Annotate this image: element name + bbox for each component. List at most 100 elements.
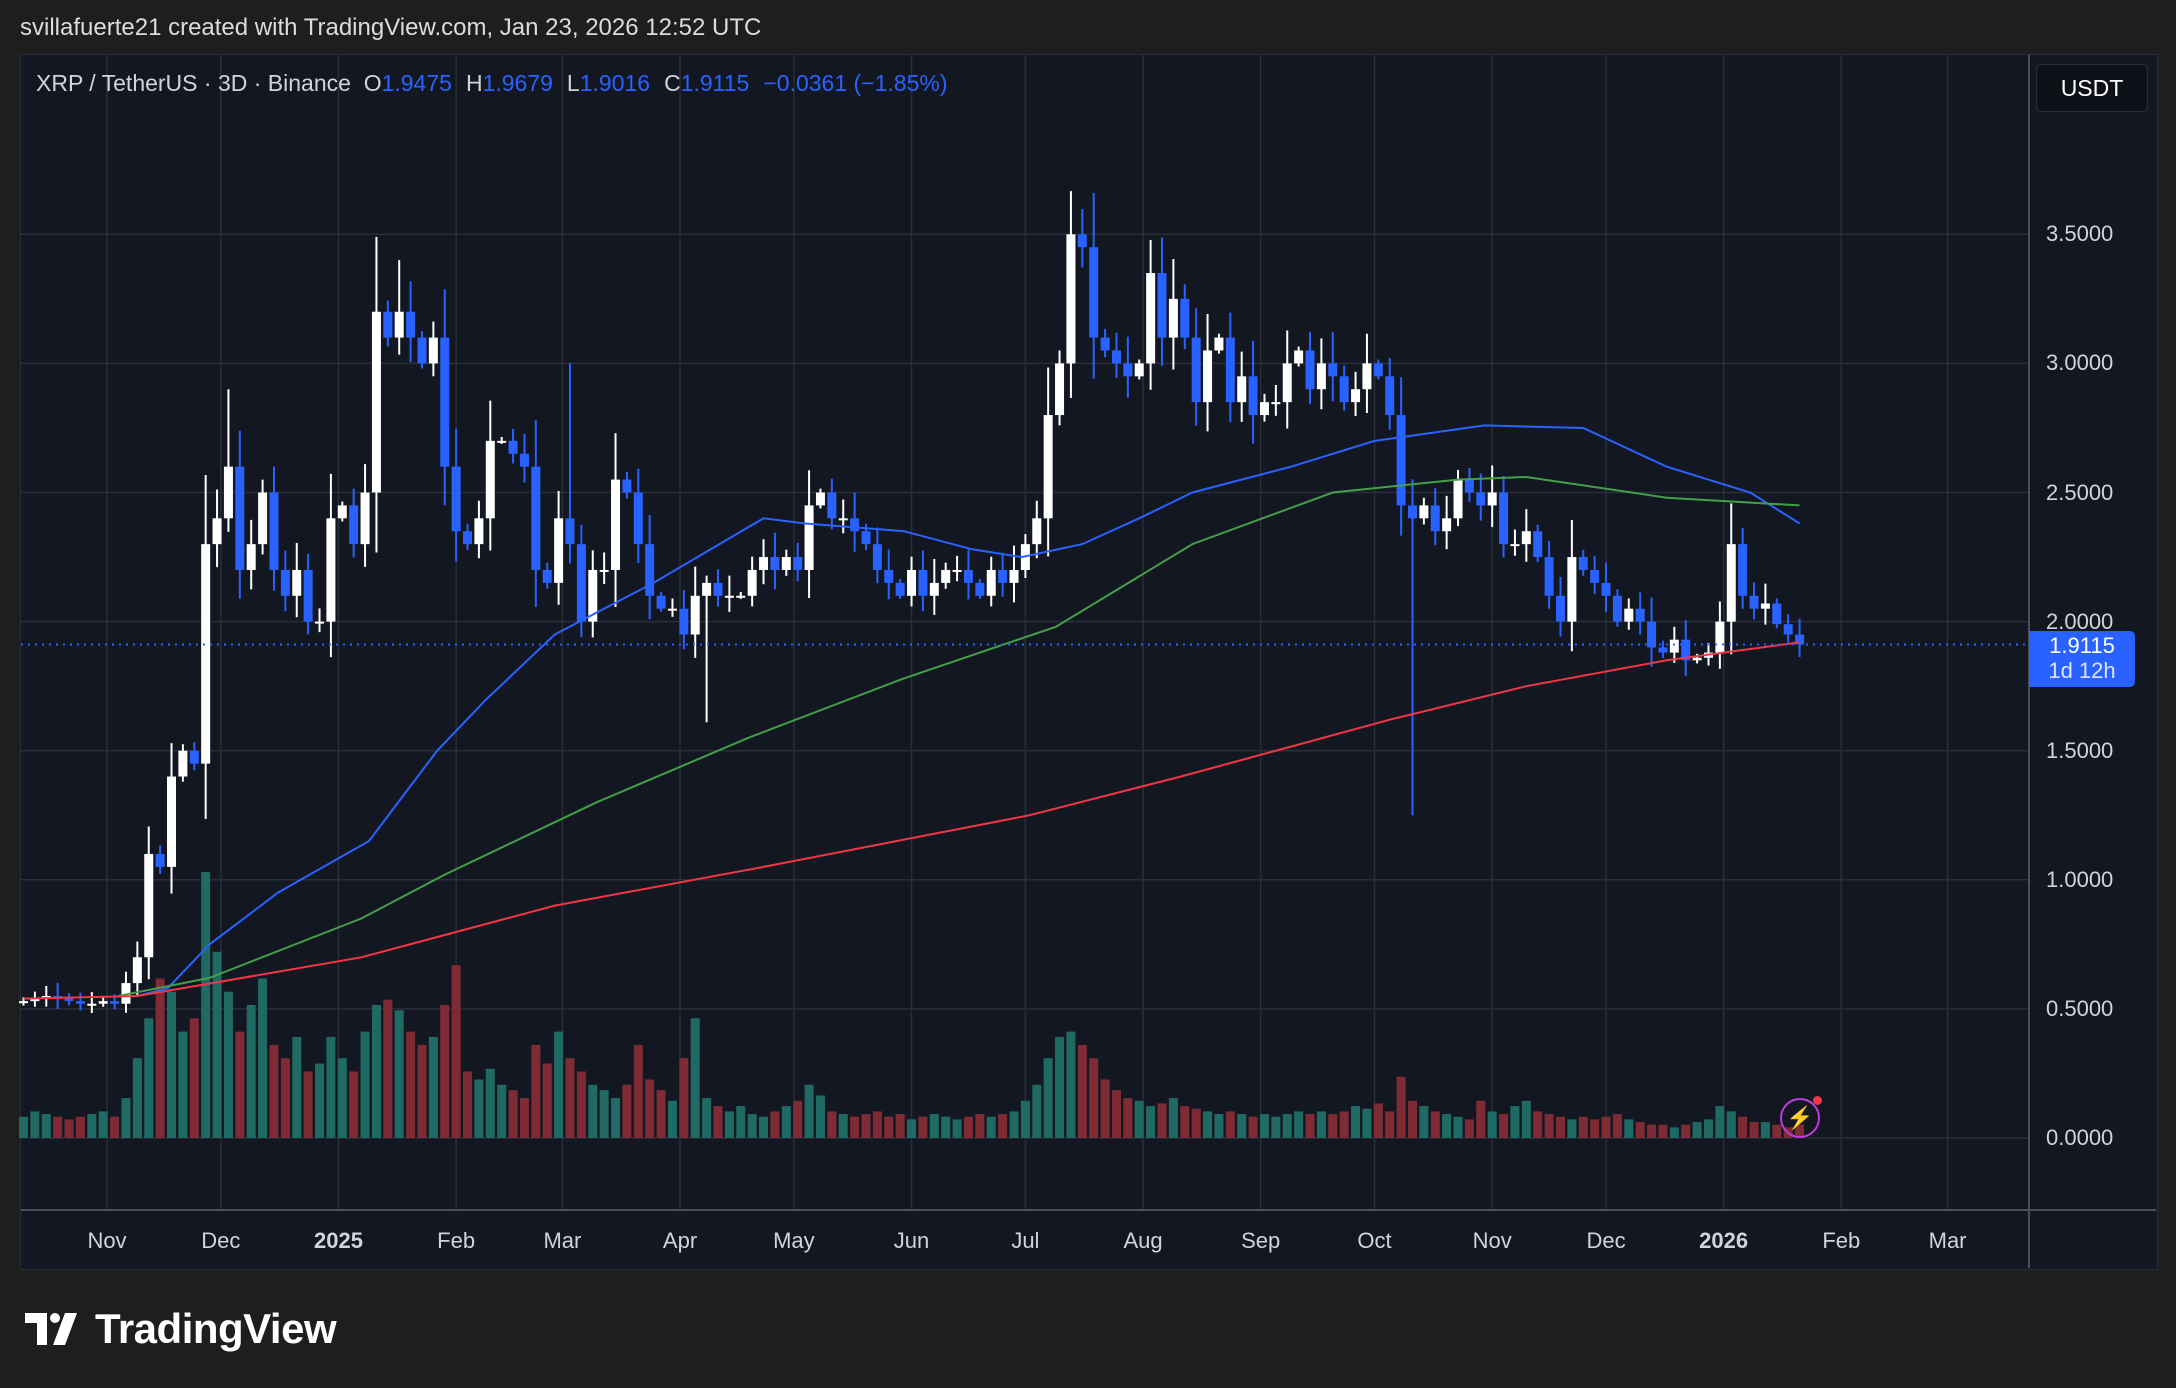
volume-bar	[929, 1114, 939, 1138]
candle-body	[132, 957, 142, 984]
volume-bar	[428, 1036, 438, 1138]
candle-body	[1396, 415, 1406, 506]
candle-body	[1077, 234, 1087, 248]
candle-body	[1555, 595, 1565, 622]
volume-bar	[1669, 1127, 1679, 1138]
volume-bar	[497, 1084, 507, 1138]
candle-body	[497, 440, 507, 443]
candle-body	[451, 466, 461, 532]
volume-bar	[770, 1111, 780, 1138]
candle-body	[280, 569, 290, 596]
volume-bar	[941, 1116, 951, 1138]
candle-body	[417, 337, 427, 364]
volume-bar	[1123, 1098, 1133, 1138]
last-price-label: 1.9115 1d 12h	[2029, 631, 2135, 687]
volume-bar	[178, 1031, 188, 1138]
time-axis-label: Dec	[1586, 1228, 1626, 1253]
close-value: 1.9115	[680, 70, 750, 96]
close-label: C	[664, 70, 681, 96]
candle-body	[611, 479, 621, 570]
candle-body	[1043, 415, 1053, 519]
candle-body	[1510, 544, 1520, 547]
candle-body	[861, 531, 871, 545]
volume-bar	[144, 1018, 154, 1138]
volume-bar	[30, 1111, 40, 1138]
candle-body	[258, 492, 268, 545]
time-axis-label: Nov	[87, 1228, 127, 1253]
time-axis-label: Sep	[1241, 1228, 1281, 1253]
volume-bar	[235, 1031, 245, 1138]
candle-body	[1134, 363, 1144, 377]
volume-bar	[1203, 1111, 1213, 1138]
price-axis-label: 0.5000	[2046, 995, 2114, 1021]
volume-bar	[1396, 1076, 1406, 1138]
volume-bar	[1225, 1111, 1235, 1138]
volume-bar	[75, 1116, 85, 1138]
tradingview-logo-icon	[25, 1313, 77, 1345]
candle-body	[212, 518, 222, 545]
candle-body	[474, 518, 484, 545]
volume-bar	[451, 965, 461, 1138]
volume-bar	[1658, 1124, 1668, 1138]
candle-body	[907, 569, 917, 596]
volume-bar	[975, 1114, 985, 1138]
volume-bar	[1328, 1114, 1338, 1138]
candle-body	[1612, 595, 1622, 622]
time-axis-label: Dec	[201, 1228, 241, 1253]
candle-body	[929, 582, 939, 596]
candle-body	[793, 557, 803, 570]
candle-body	[326, 518, 336, 622]
volume-bar	[463, 1071, 473, 1138]
volume-bar	[1533, 1111, 1543, 1138]
candle-body	[189, 750, 199, 764]
volume-bar	[963, 1116, 973, 1138]
volume-bar	[1544, 1114, 1554, 1138]
volume-bar	[1738, 1116, 1748, 1138]
volume-bar	[1316, 1111, 1326, 1138]
candle-body	[588, 569, 598, 622]
volume-bar	[1567, 1119, 1577, 1138]
volume-bar	[1419, 1106, 1429, 1138]
candle-body	[98, 1001, 108, 1004]
volume-bar	[1009, 1111, 1019, 1138]
candle-body	[1214, 337, 1224, 351]
time-axis-label: Feb	[1822, 1228, 1861, 1253]
candle-body	[75, 1001, 85, 1004]
candle-body	[1089, 247, 1099, 338]
time-axis-label: Feb	[437, 1228, 476, 1253]
volume-bar	[690, 1018, 700, 1138]
candle-body	[235, 466, 245, 570]
volume-bar	[759, 1116, 769, 1138]
low-value: 1.9016	[579, 70, 651, 96]
candle-body	[121, 983, 131, 1004]
symbol-title[interactable]: XRP / TetherUS · 3D · Binance	[36, 70, 351, 96]
volume-bar	[406, 1031, 416, 1138]
volume-bar	[633, 1044, 643, 1138]
candle-body	[1248, 376, 1258, 416]
volume-bar	[622, 1084, 632, 1138]
volume-bar	[747, 1114, 757, 1138]
price-axis-label: 1.5000	[2046, 737, 2114, 763]
candle-body	[315, 621, 325, 624]
candle-body	[1373, 363, 1383, 377]
volume-bar	[1032, 1084, 1042, 1138]
candle-body	[1419, 505, 1429, 519]
candle-body	[1692, 657, 1702, 661]
time-axis-label: May	[773, 1228, 815, 1253]
tradingview-logo[interactable]: TradingView	[25, 1305, 337, 1353]
time-axis-label: Jun	[893, 1228, 930, 1253]
volume-bar	[827, 1111, 837, 1138]
candle-body	[724, 595, 734, 598]
symbol-legend: XRP / TetherUS · 3D · Binance O1.9475 H1.…	[36, 70, 961, 97]
currency-button[interactable]: USDT	[2036, 64, 2148, 112]
volume-bar	[1043, 1058, 1053, 1138]
volume-bar	[1430, 1111, 1440, 1138]
candle-body	[292, 569, 302, 596]
candle-body	[747, 569, 757, 596]
time-axis-label: Aug	[1123, 1228, 1163, 1253]
lightning-icon[interactable]: ⚡	[1780, 1096, 1822, 1138]
candle-body	[1305, 350, 1315, 390]
candle-body	[542, 569, 552, 583]
candle-body	[1282, 363, 1292, 403]
